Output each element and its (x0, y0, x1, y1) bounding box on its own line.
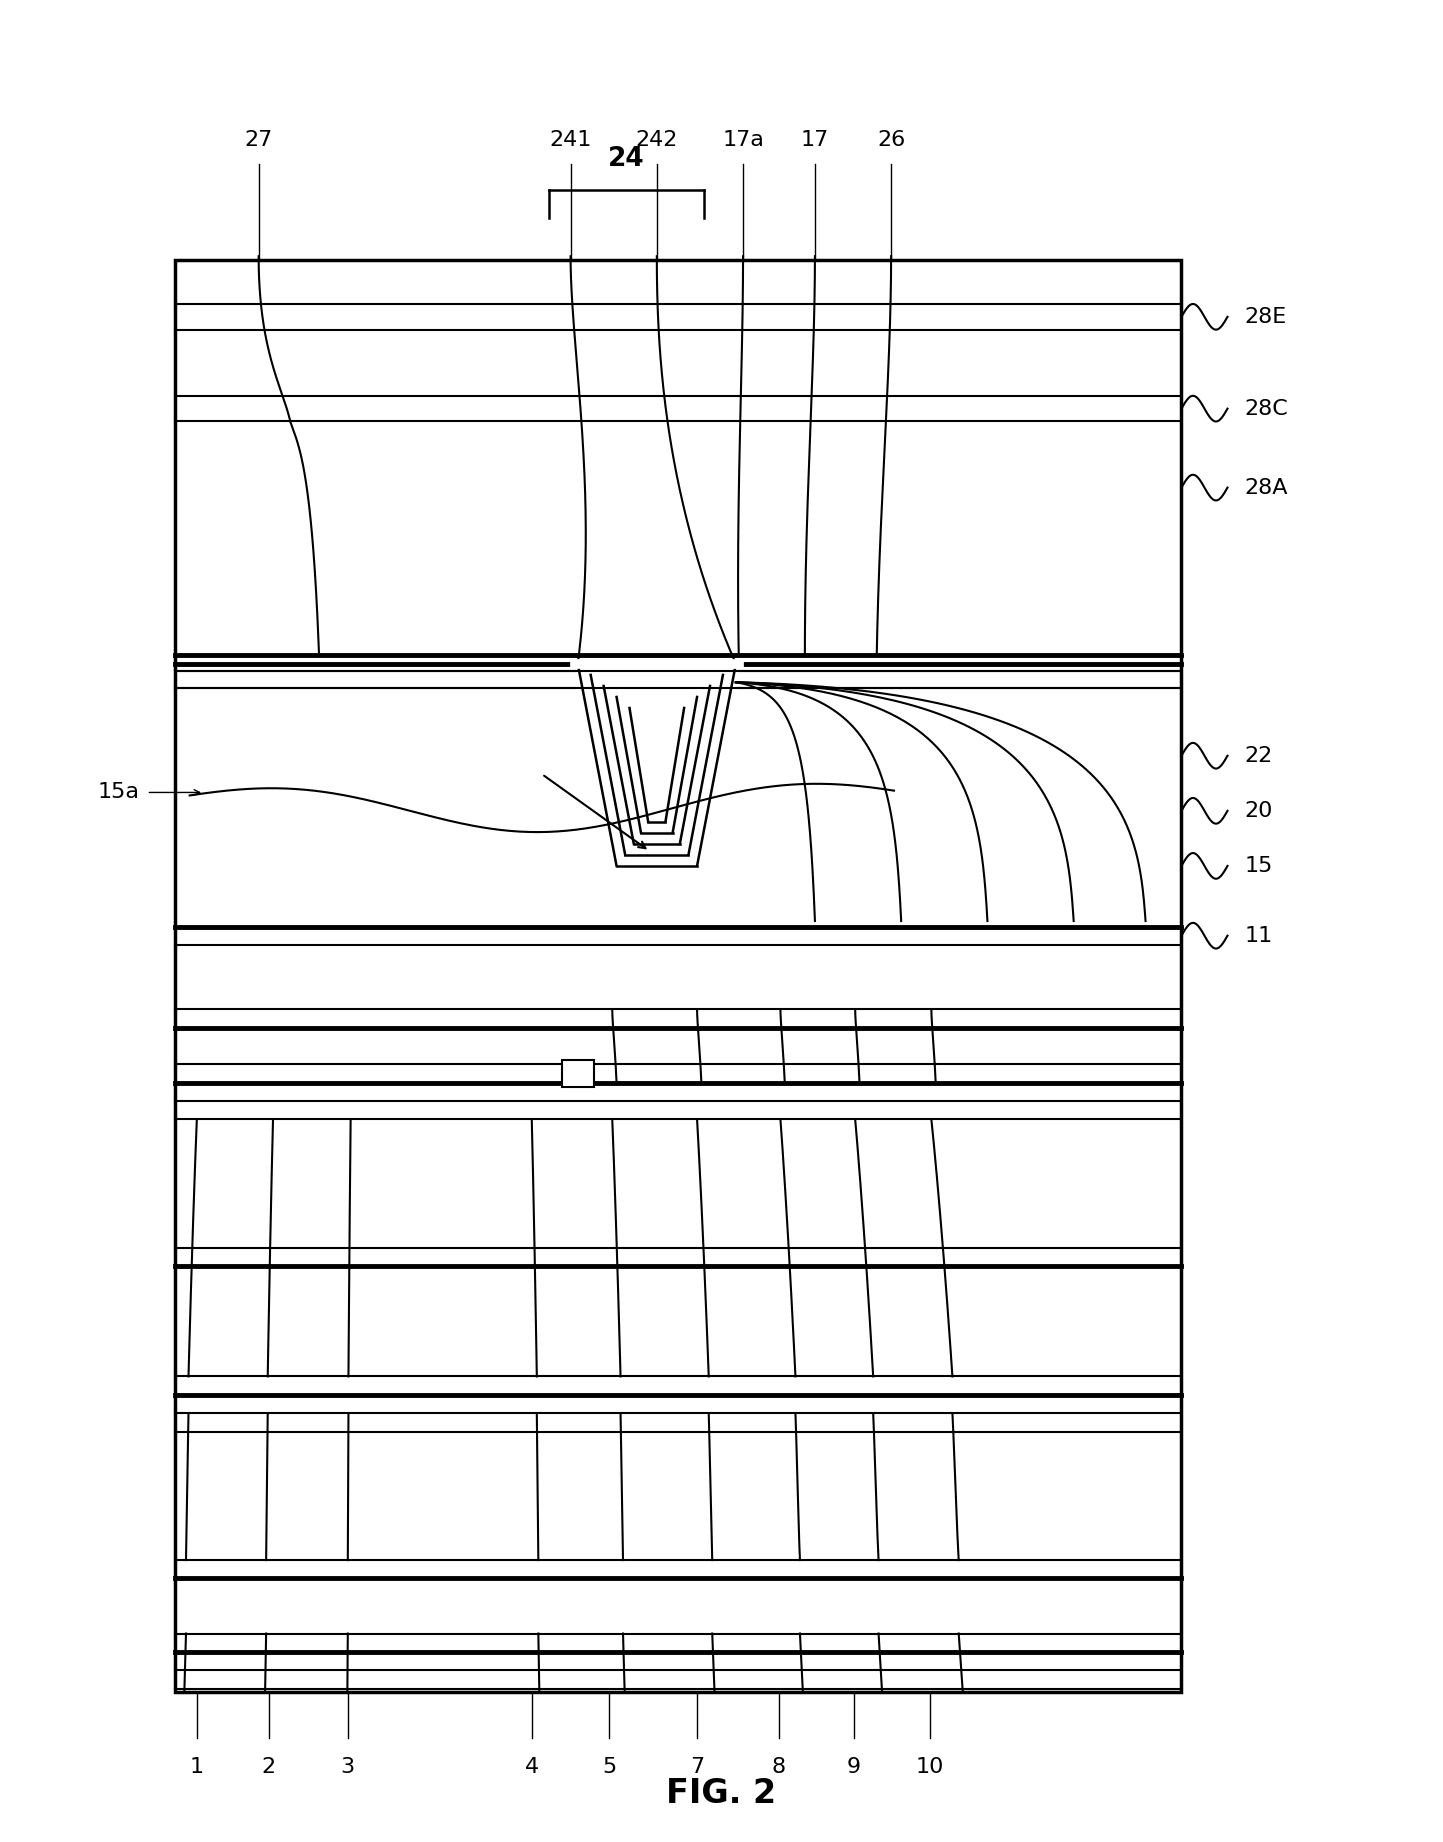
Text: 28A: 28A (1245, 477, 1289, 497)
Text: 242: 242 (635, 129, 678, 149)
Text: 2: 2 (261, 1757, 276, 1776)
Text: 28C: 28C (1245, 398, 1289, 418)
Text: 8: 8 (772, 1757, 786, 1776)
Text: 1: 1 (190, 1757, 203, 1776)
Bar (561, 1059, 593, 1087)
Text: 15: 15 (1245, 857, 1273, 877)
Text: 5: 5 (602, 1757, 616, 1776)
Text: 26: 26 (877, 129, 905, 149)
Text: 17a: 17a (722, 129, 763, 149)
Text: 20: 20 (1245, 801, 1273, 822)
Text: 3: 3 (341, 1757, 355, 1776)
Text: 4: 4 (525, 1757, 538, 1776)
Text: 10: 10 (916, 1757, 944, 1776)
Text: 15a: 15a (97, 783, 140, 803)
Text: FIG. 2: FIG. 2 (667, 1778, 776, 1811)
Bar (175, 260, 1182, 1693)
Text: 7: 7 (690, 1757, 704, 1776)
Text: 241: 241 (550, 129, 592, 149)
Text: 22: 22 (1245, 746, 1273, 766)
Text: 27: 27 (244, 129, 273, 149)
Text: 17: 17 (801, 129, 830, 149)
Text: 11: 11 (1245, 927, 1273, 945)
Text: 28E: 28E (1245, 308, 1287, 326)
Text: 24: 24 (609, 146, 645, 171)
Text: 9: 9 (847, 1757, 861, 1776)
